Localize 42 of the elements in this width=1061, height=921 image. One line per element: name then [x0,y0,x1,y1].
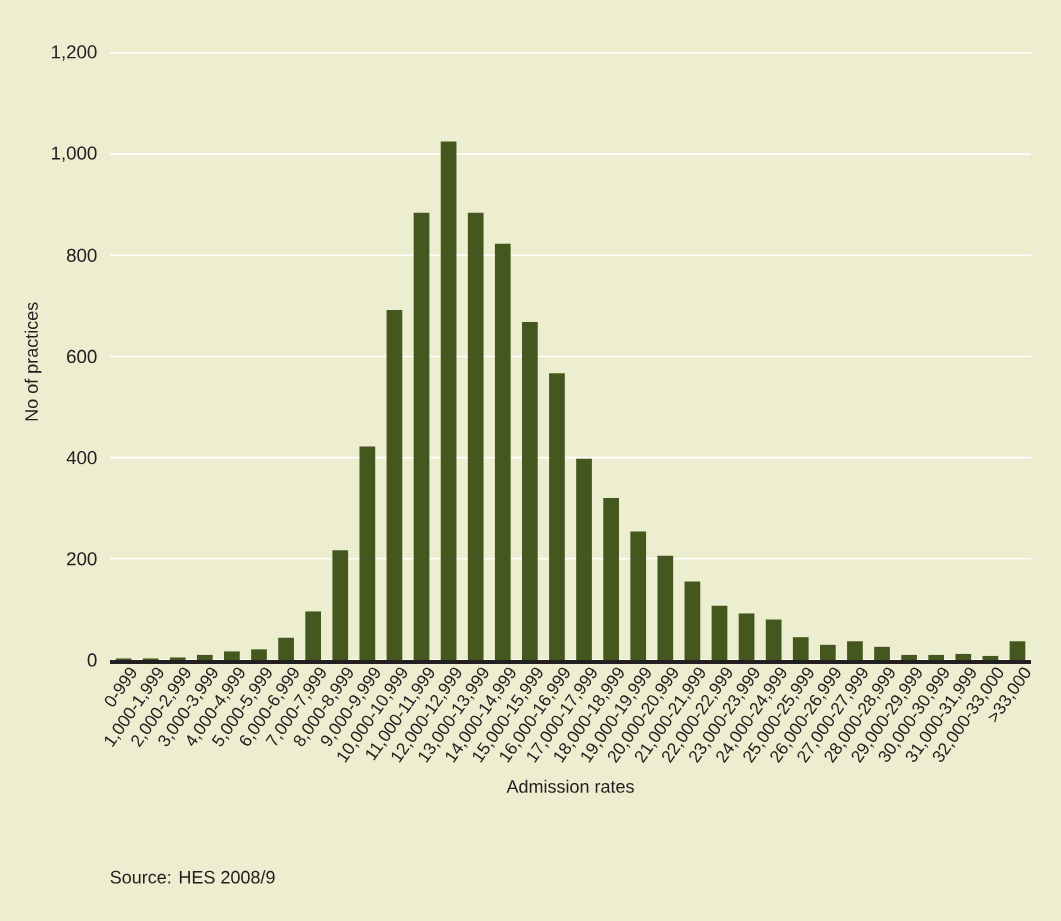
y-tick-label: 1,200 [52,45,97,61]
bar [955,653,972,660]
bar [386,309,403,660]
bar [359,446,376,660]
bar [630,531,647,660]
bar [522,322,538,660]
y-tick-label: 1,000 [52,146,97,162]
bar [1009,641,1026,660]
x-axis-title: Admission rates [506,779,634,793]
bar [874,646,890,660]
bar [494,243,511,660]
bar [792,637,809,660]
bar [738,613,755,660]
bar [982,655,999,660]
bar [847,641,863,660]
y-tick-label: 400 [66,451,97,465]
bar [196,654,213,660]
bar [413,212,430,660]
y-tick-label: 800 [66,248,97,262]
bar [657,555,674,660]
bar [278,637,294,660]
bar [901,654,917,660]
bar [576,458,592,660]
bar [711,605,728,660]
bar [440,141,457,660]
y-tick-label: 200 [67,552,97,566]
bar [305,611,322,660]
bar [684,581,701,660]
y-tick-label: 600 [67,349,97,364]
bar [224,651,240,660]
bar [332,550,349,660]
bar [819,644,836,660]
bar [549,373,565,660]
source-note: Source: HES 2008/9 [110,870,275,884]
y-tick-label: 0 [87,653,97,667]
bar [765,619,782,660]
bar [251,649,267,660]
bar [928,654,945,660]
y-axis-title: No of practices [24,302,42,421]
bar [169,657,186,660]
bar [603,498,619,660]
bar [467,212,484,660]
